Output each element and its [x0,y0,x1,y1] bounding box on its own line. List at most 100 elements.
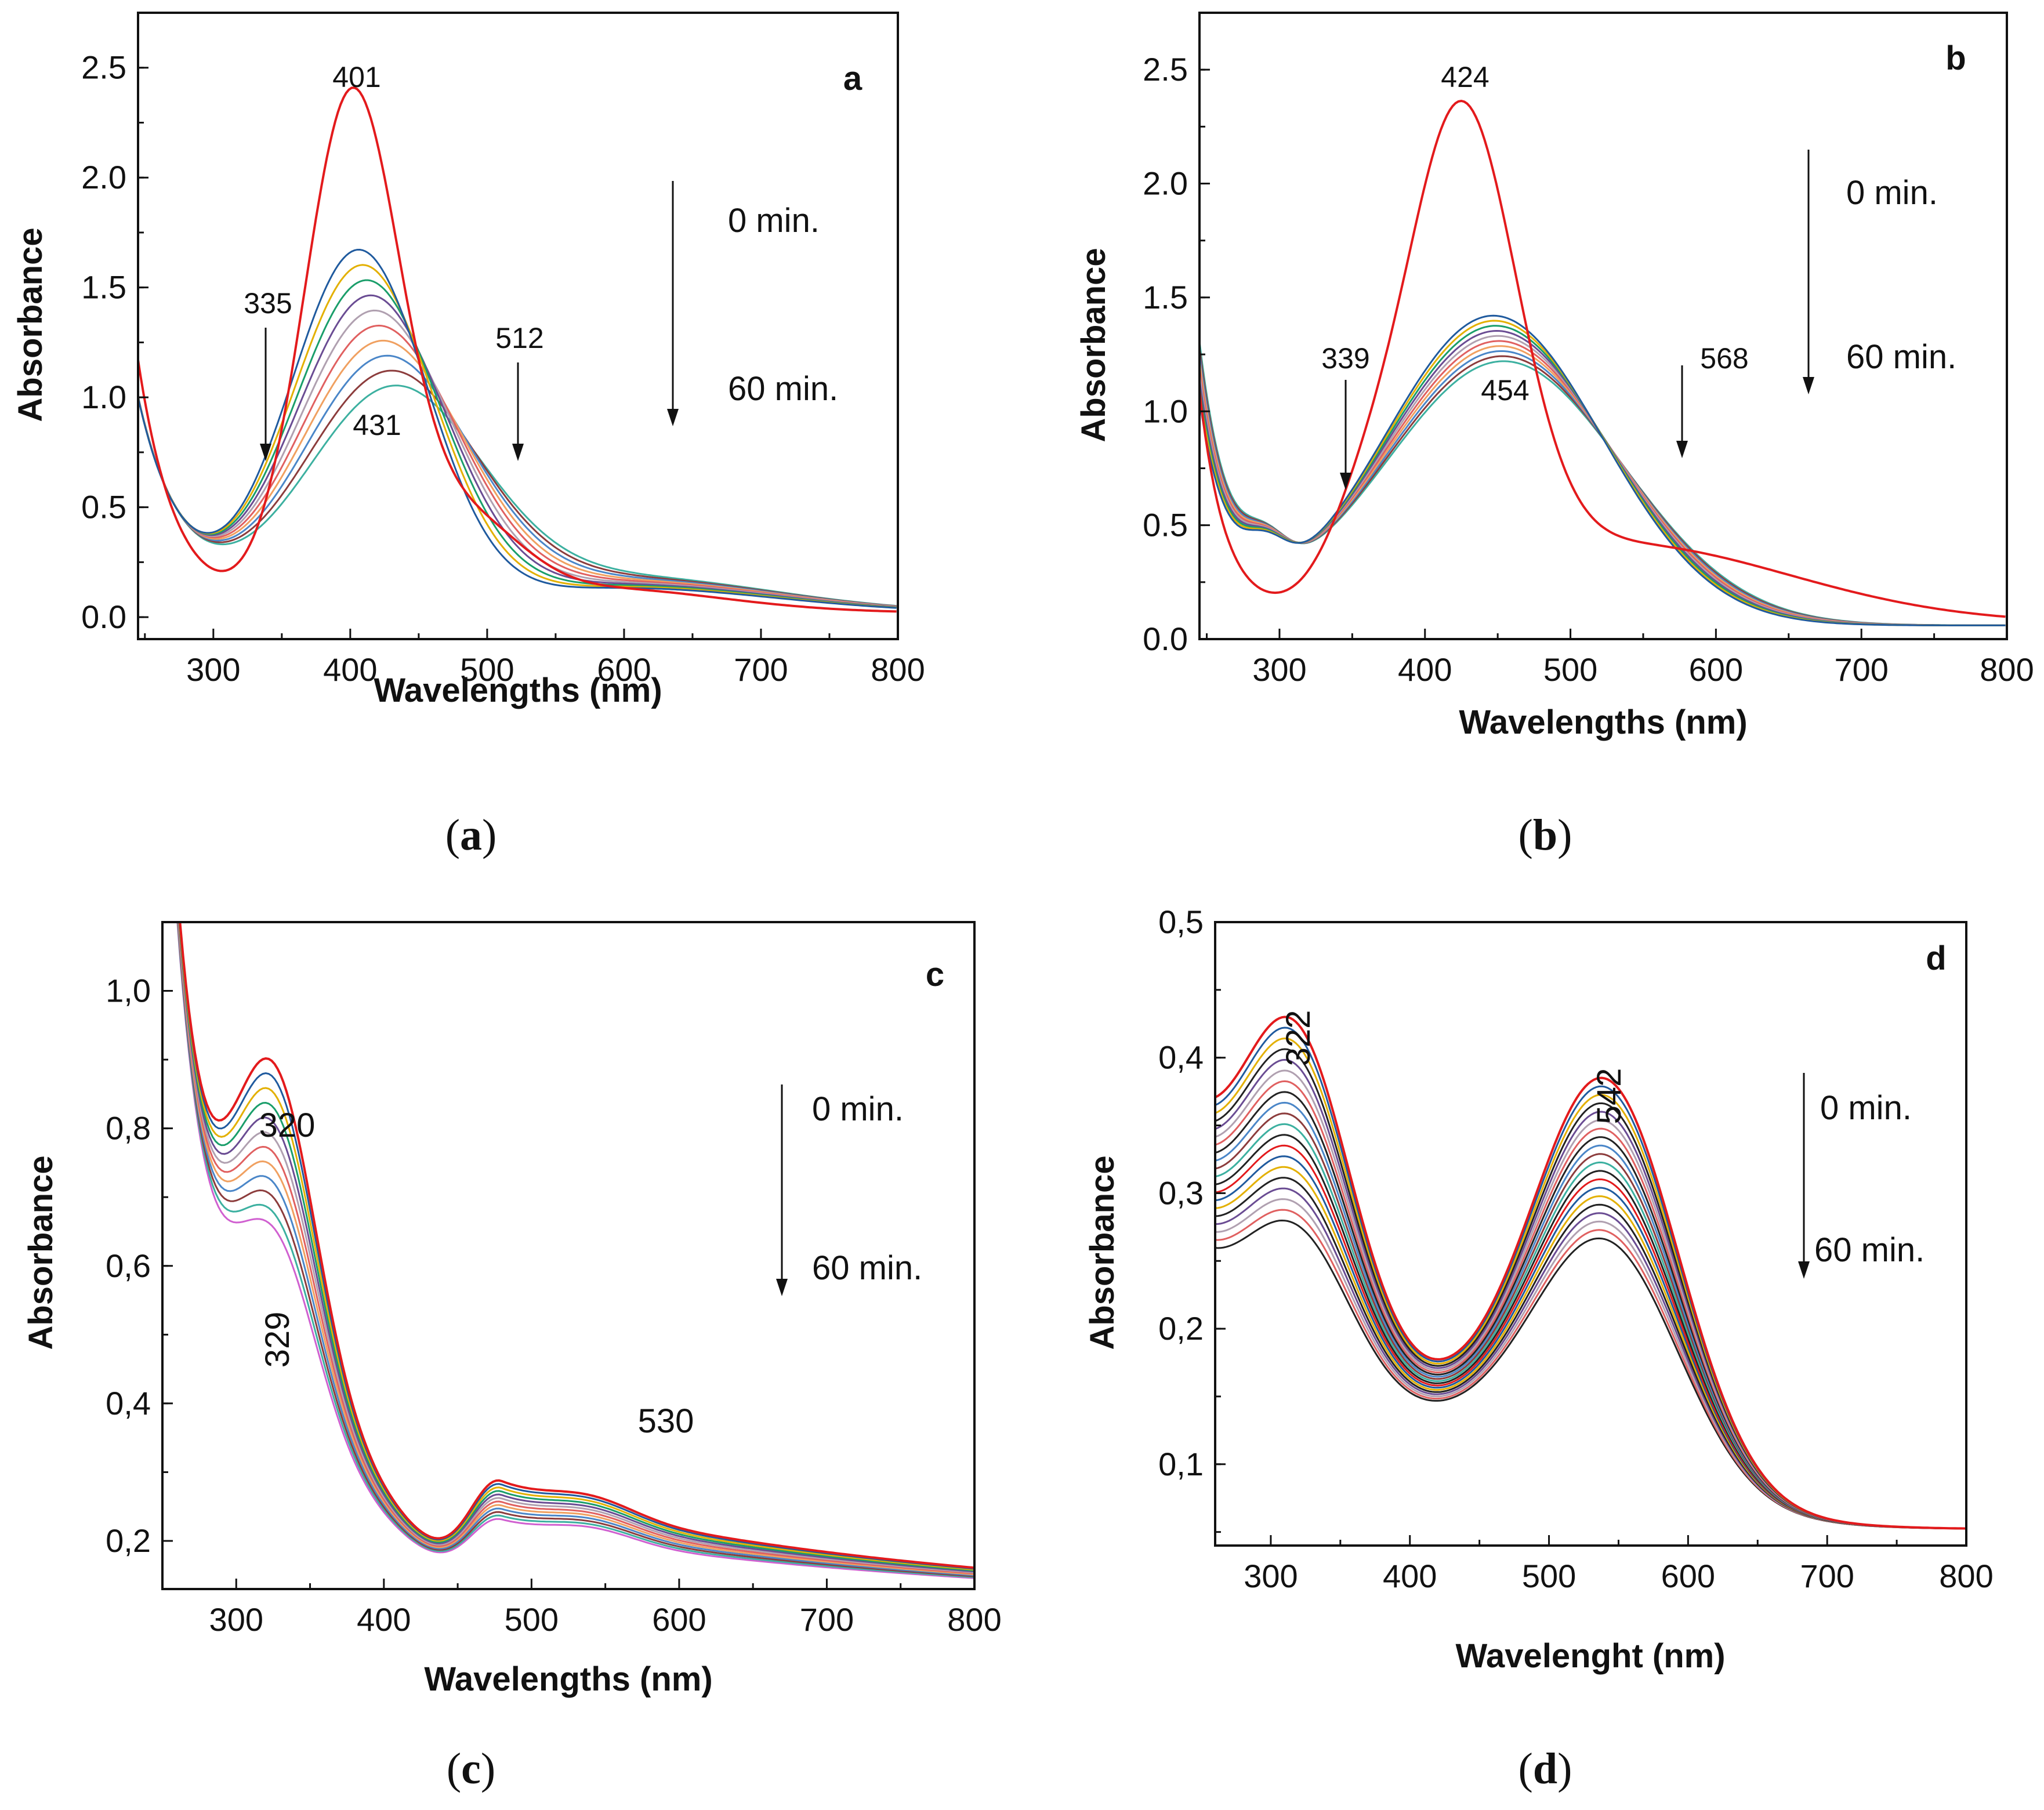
svg-text:(d): (d) [1518,1744,1572,1793]
peak-label-431: 431 [353,409,401,441]
y-tick-label: 1.5 [81,269,126,306]
svg-text:(c): (c) [447,1744,495,1793]
panel-a-ylabel: Absorbance [12,227,49,422]
x-tick-label: 300 [186,651,240,688]
time-end-label: 60 min. [1846,338,1956,376]
spectrum-series-11 [176,922,974,1579]
panel-c-xlabel: Wavelengths (nm) [424,1660,712,1698]
y-tick-label: 1.0 [81,379,126,415]
panel-b: 300 400 500 600 700 800 0.0 0.5 1.0 1.5 2.0 2.5 Wav… [1075,12,2034,741]
panel-a-letter: a [843,60,862,97]
x-tick-label: 400 [323,651,377,688]
panel-d-ticks: 300 400 500 600 700 800 0,1 0,2 0,3 0,4 0,5 [1158,904,1994,1594]
panel-c-frame [161,921,976,1590]
y-tick-label: 0,1 [1158,1446,1204,1482]
y-tick-label: 0,4 [106,1385,151,1421]
caption-b: (b) [1518,811,1572,859]
panel-a: 300 400 500 600 700 800 0.0 0.5 1.0 1.5 2.0 2.5 Wav… [12,12,925,709]
y-tick-label: 1.5 [1143,279,1188,315]
time-end-label: 60 min. [1814,1231,1925,1269]
x-tick-label: 700 [1834,651,1888,688]
time-arrow [776,1084,788,1296]
panel-b-letter: b [1945,39,1966,77]
spectrum-series-11 [1215,1123,1966,1530]
x-tick-label: 600 [597,651,651,688]
panel-d-curves [1215,1015,1966,1530]
y-tick-label: 0.0 [1143,621,1188,657]
time-arrow [1798,1073,1810,1279]
spectrum-series-2 [179,922,974,1570]
panel-c-ylabel: Absorbance [22,1155,60,1350]
y-tick-label: 2.0 [1143,165,1188,202]
caption-d: (d) [1518,1744,1572,1793]
panel-d-xlabel: Wavelenght (nm) [1455,1637,1725,1675]
spectrum-series-2 [138,248,897,609]
time-start-label: 0 min. [1846,174,1938,212]
spectrum-series-8 [1199,345,2006,626]
x-tick-label: 800 [871,651,925,688]
spectrum-series-16 [1215,1177,1966,1530]
panel-a-curves [138,86,897,613]
x-tick-label: 500 [505,1601,559,1638]
x-tick-label: 300 [1244,1558,1298,1594]
x-tick-label: 300 [1252,651,1306,688]
isosbestic-arrow-512 [512,362,524,461]
time-start-label: 0 min. [728,202,820,240]
svg-text:(b): (b) [1518,811,1572,859]
y-tick-label: 0,2 [106,1522,151,1559]
x-tick-label: 400 [1383,1558,1437,1594]
time-end-label: 60 min. [812,1249,922,1287]
spectrum-series-5 [1215,1058,1966,1530]
panel-d-letter: d [1926,940,1946,977]
panel-b-frame [1198,12,2008,640]
spectrum-series-10 [1215,1112,1966,1530]
panel-a-ticks: 300 400 500 600 700 800 0.0 0.5 1.0 1.5 2.0 2.5 [81,12,925,688]
peak-label-329: 329 [259,1312,296,1368]
y-tick-label: 2.5 [81,49,126,86]
y-tick-label: 0.0 [81,599,126,635]
x-tick-label: 800 [947,1601,1001,1638]
x-tick-label: 500 [460,651,514,688]
y-tick-label: 0,3 [1158,1174,1204,1211]
spectrum-series-13 [1215,1144,1966,1530]
panel-b-curves [1199,99,2006,626]
x-tick-label: 600 [1689,651,1743,688]
x-tick-label: 800 [1939,1558,1993,1594]
y-tick-label: 0.5 [81,489,126,525]
y-tick-label: 1,0 [106,973,151,1009]
x-tick-label: 700 [800,1601,854,1638]
svg-text:(a): (a) [445,811,497,859]
time-start-label: 0 min. [1820,1089,1912,1127]
x-tick-label: 600 [1661,1558,1715,1594]
y-tick-label: 0,5 [1158,904,1204,940]
spectrum-series-4 [178,922,974,1572]
spectrum-series-14 [1215,1155,1966,1530]
y-tick-label: 0,6 [106,1247,151,1284]
time-start-label: 0 min. [812,1090,904,1128]
y-tick-label: 0,8 [106,1110,151,1147]
caption-a: (a) [445,811,497,859]
spectrum-series-15 [1215,1166,1966,1530]
x-tick-label: 500 [1522,1558,1576,1594]
spectrum-series-6 [1199,335,2006,626]
y-tick-label: 0,4 [1158,1039,1204,1076]
spectrum-series-6 [177,922,974,1573]
isosbestic-arrow-568 [1676,365,1688,458]
isosbestic-label-335: 335 [244,287,292,320]
isosbestic-arrow-335 [260,328,271,461]
y-tick-label: 2.5 [1143,51,1188,88]
panel-b-ylabel: Absorbance [1075,248,1112,442]
spectrum-series-11 [1199,341,2006,626]
peak-label-530: 530 [638,1402,694,1440]
spectrum-series-10 [177,922,974,1577]
x-tick-label: 800 [1980,651,2034,688]
peak-label-401: 401 [332,61,380,93]
x-tick-label: 700 [734,651,788,688]
spectrum-series-7 [177,922,974,1575]
y-tick-label: 0.5 [1143,507,1188,543]
panel-a-xlabel: Wavelengths (nm) [374,672,662,709]
peak-label-322: 322 [1280,1010,1317,1067]
spectrum-series-8 [177,922,974,1576]
isosbestic-arrow-339 [1340,380,1351,490]
spectrum-series-1 [179,922,974,1569]
